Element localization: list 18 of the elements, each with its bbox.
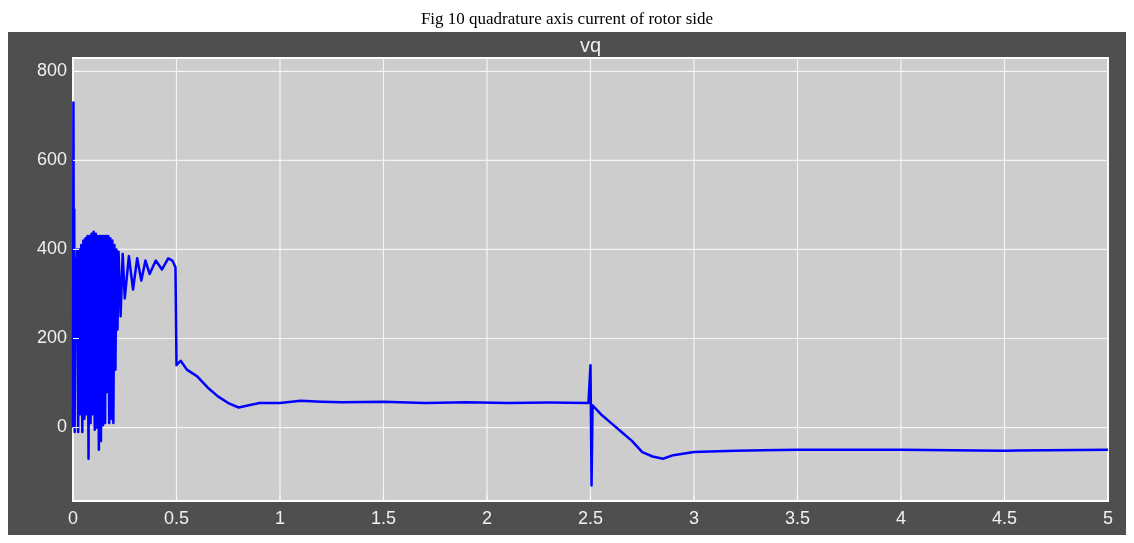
x-tick-label: 3	[688, 508, 700, 528]
x-tick-label: 5	[1102, 508, 1114, 528]
y-tick-label: 0	[56, 416, 67, 437]
x-tick-label: 3.5	[784, 508, 811, 528]
y-tick-label: 600	[36, 149, 67, 170]
chart-title: vq	[579, 34, 602, 56]
x-tick-label: 4	[895, 508, 907, 528]
y-tick-label: 800	[36, 60, 67, 81]
caption: Fig 10 quadrature axis current of rotor side	[420, 9, 714, 28]
y-tick-label: 400	[36, 238, 67, 259]
line-series	[71, 101, 1110, 487]
x-tick-label: 4.5	[991, 508, 1018, 528]
x-tick-label: 2	[481, 508, 493, 528]
y-tick-label: 200	[36, 327, 67, 348]
x-tick-label: 1.5	[370, 508, 397, 528]
x-tick-label: 1	[274, 508, 286, 528]
x-tick-label: 2.5	[577, 508, 604, 528]
x-tick-label: 0.5	[163, 508, 190, 528]
